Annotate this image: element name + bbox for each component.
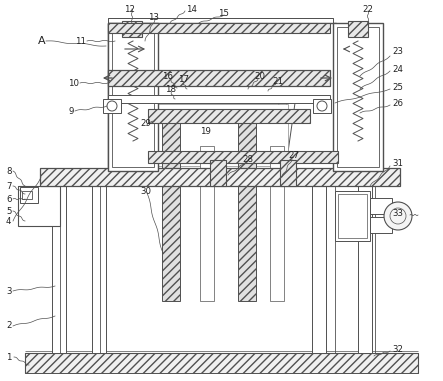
Text: A: A: [38, 36, 46, 46]
Text: 28: 28: [242, 155, 253, 163]
Text: 19: 19: [200, 126, 211, 136]
Text: 32: 32: [392, 344, 403, 354]
Bar: [122, 21, 142, 37]
Text: 12: 12: [124, 5, 135, 13]
Bar: [338, 194, 367, 238]
Bar: [333, 23, 383, 171]
Text: 22: 22: [362, 5, 373, 13]
Text: 13: 13: [148, 13, 159, 21]
Bar: [148, 151, 338, 163]
Text: 33: 33: [392, 208, 403, 218]
Bar: [18, 186, 58, 221]
Text: 4: 4: [6, 216, 12, 226]
Bar: [370, 217, 392, 233]
Text: 11: 11: [75, 37, 86, 45]
Text: 27: 27: [288, 150, 299, 160]
Bar: [112, 27, 154, 167]
Text: 20: 20: [254, 72, 265, 80]
Text: 21: 21: [272, 77, 283, 85]
Bar: [280, 160, 296, 186]
Text: 7: 7: [6, 181, 12, 190]
Text: 14: 14: [186, 5, 197, 13]
Text: 2: 2: [6, 322, 12, 330]
Text: 6: 6: [6, 194, 12, 203]
Bar: [210, 160, 226, 186]
Text: 30: 30: [140, 187, 151, 195]
Text: 25: 25: [392, 83, 403, 91]
Bar: [103, 99, 121, 113]
Bar: [92, 183, 106, 353]
Text: 24: 24: [392, 64, 403, 74]
Text: 15: 15: [218, 8, 229, 18]
Text: 3: 3: [6, 287, 12, 296]
Text: 1: 1: [6, 352, 12, 362]
Text: 29: 29: [140, 118, 151, 128]
Text: 23: 23: [392, 46, 403, 56]
Bar: [108, 23, 158, 171]
Bar: [18, 186, 60, 226]
Text: 16: 16: [162, 72, 173, 80]
Bar: [40, 168, 400, 186]
Text: 8: 8: [6, 166, 12, 176]
Bar: [20, 187, 38, 203]
Bar: [348, 21, 368, 37]
Bar: [200, 146, 214, 301]
Bar: [337, 27, 379, 167]
Bar: [108, 70, 330, 86]
Circle shape: [384, 202, 412, 230]
Bar: [270, 146, 284, 301]
Bar: [313, 99, 331, 113]
Bar: [108, 18, 333, 26]
Bar: [335, 191, 370, 241]
Text: 18: 18: [165, 85, 176, 93]
Bar: [25, 353, 418, 373]
Text: 26: 26: [392, 99, 403, 107]
Bar: [238, 123, 256, 301]
Bar: [108, 23, 336, 171]
Bar: [358, 183, 372, 353]
Text: 5: 5: [6, 207, 12, 216]
Bar: [52, 183, 66, 353]
Bar: [108, 23, 330, 33]
Bar: [148, 109, 310, 123]
Bar: [148, 104, 288, 166]
Bar: [22, 191, 32, 199]
Text: 10: 10: [68, 78, 79, 88]
Text: 17: 17: [178, 75, 189, 83]
Text: 9: 9: [68, 107, 74, 115]
Bar: [370, 198, 392, 214]
Bar: [162, 121, 180, 301]
Bar: [108, 95, 330, 103]
Bar: [312, 183, 326, 353]
Text: 31: 31: [392, 158, 403, 168]
